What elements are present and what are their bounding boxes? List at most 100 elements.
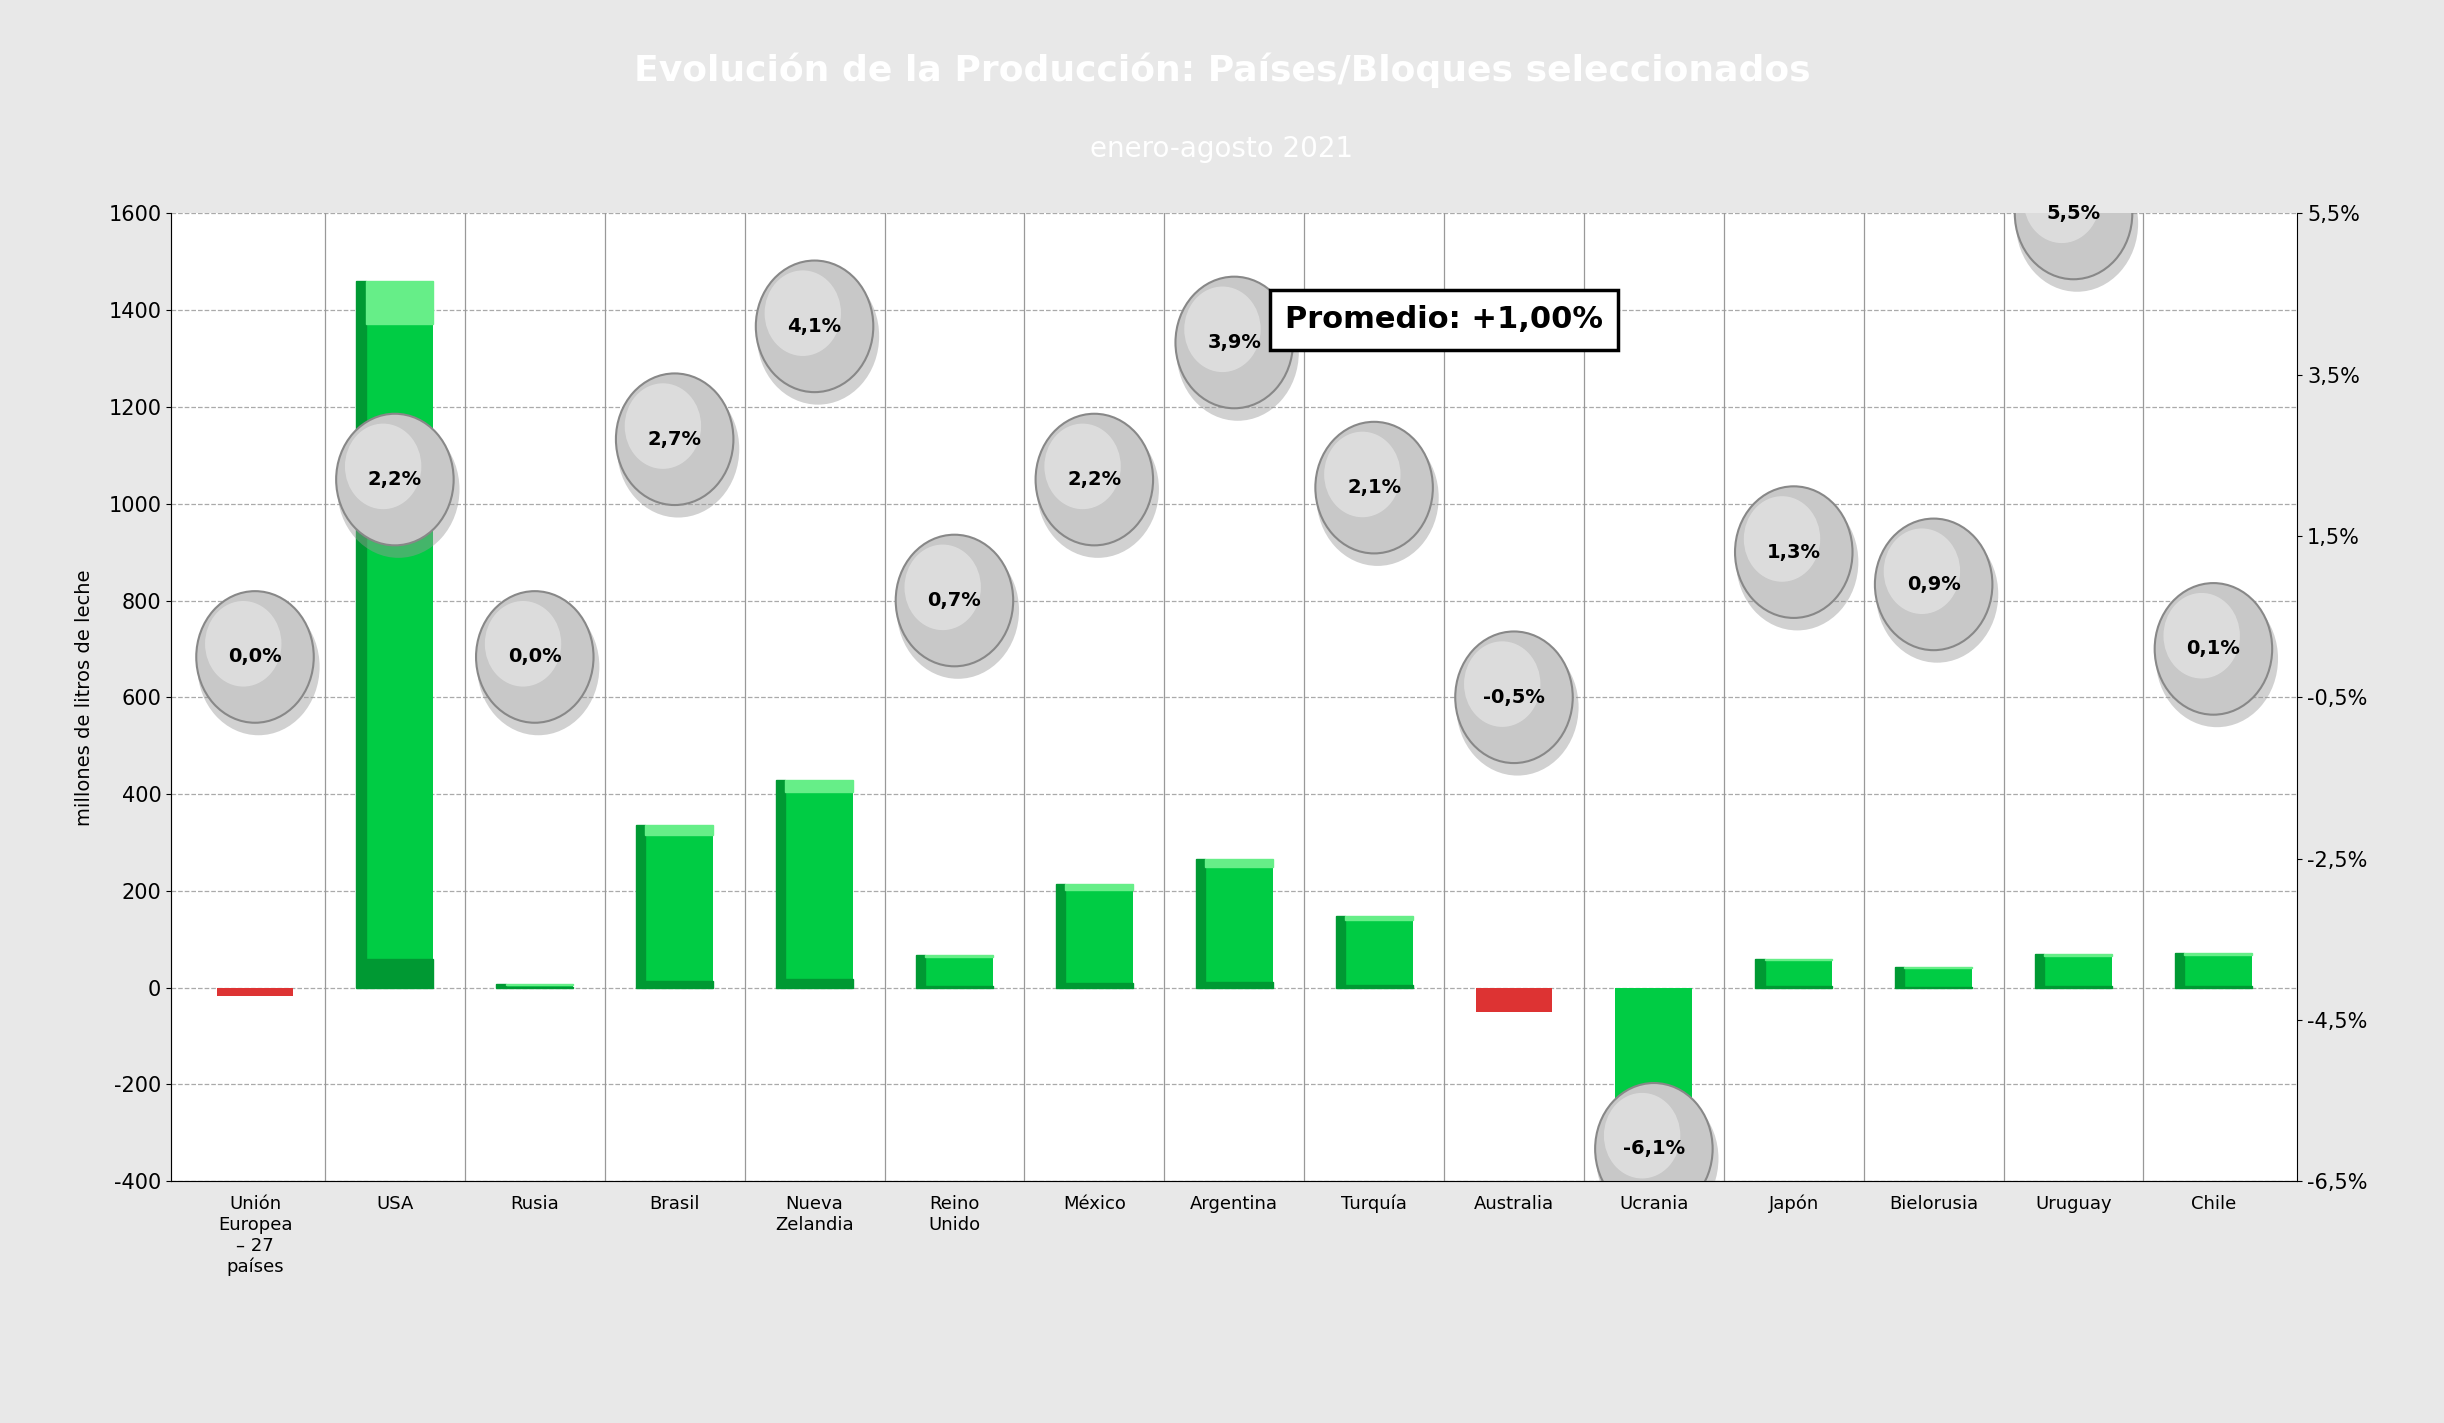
Bar [916,955,992,988]
Bar [1334,916,1413,988]
Text: -0,5%: -0,5% [1484,687,1545,707]
Bar [635,825,645,988]
Y-axis label: millones de litros de leche: millones de litros de leche [76,569,95,825]
Text: 3,9%: 3,9% [1207,333,1261,351]
Ellipse shape [1036,414,1154,545]
Bar [1066,983,1134,988]
Bar [1755,959,1833,988]
Bar [1056,884,1066,988]
Bar [2036,953,2112,988]
Bar [357,282,367,988]
Bar [2036,953,2043,988]
Bar [496,983,574,988]
Ellipse shape [1457,639,1579,776]
Ellipse shape [1317,430,1440,566]
Ellipse shape [1036,421,1158,558]
Bar [635,825,714,988]
Ellipse shape [345,424,420,509]
Ellipse shape [2163,593,2239,679]
Ellipse shape [2024,158,2099,243]
Text: Evolución de la Producción: Países/Bloques seleccionados: Evolución de la Producción: Países/Bloqu… [633,53,1811,88]
Ellipse shape [616,381,738,518]
Bar [1066,884,1134,889]
Bar [1765,959,1833,961]
Bar [1894,968,1904,988]
Ellipse shape [616,373,733,505]
Bar [785,979,853,988]
Bar [645,825,714,835]
Text: 2,7%: 2,7% [648,430,701,448]
Ellipse shape [626,383,701,468]
Bar [1195,859,1205,988]
Ellipse shape [895,535,1014,666]
Text: 0,9%: 0,9% [1906,575,1960,593]
Bar [1205,859,1273,867]
Ellipse shape [1596,1083,1713,1215]
Bar [2185,953,2251,955]
Bar [1894,968,1972,988]
Ellipse shape [1176,285,1298,421]
Ellipse shape [755,260,873,393]
Ellipse shape [337,414,455,545]
Text: 0,1%: 0,1% [2187,639,2241,659]
Ellipse shape [1176,276,1293,408]
Bar [777,780,853,988]
Bar [1755,959,1765,988]
Ellipse shape [196,591,313,723]
Ellipse shape [2156,583,2273,714]
Ellipse shape [1875,518,1992,650]
Ellipse shape [477,591,594,723]
Ellipse shape [1325,431,1400,517]
Bar [2043,953,2112,956]
Ellipse shape [477,599,599,736]
Bar [1334,916,1344,988]
Bar [1195,859,1273,988]
Ellipse shape [1464,642,1540,727]
Ellipse shape [1735,487,1853,618]
Text: -6,1%: -6,1% [1623,1140,1684,1158]
Bar [367,959,433,988]
Bar [496,983,506,988]
Text: 4,1%: 4,1% [787,317,841,336]
Bar [1344,916,1413,921]
Ellipse shape [198,599,320,736]
Bar [1615,988,1691,1147]
Text: 0,0%: 0,0% [508,647,562,666]
Ellipse shape [758,268,880,404]
Bar [357,282,433,988]
Ellipse shape [1454,632,1574,763]
Text: 5,5%: 5,5% [2046,203,2099,223]
Bar [2175,953,2185,988]
Ellipse shape [1884,528,1960,613]
Text: 0,0%: 0,0% [227,647,281,666]
Bar [785,780,853,793]
Text: enero-agosto 2021: enero-agosto 2021 [1090,135,1354,164]
Ellipse shape [897,542,1019,679]
Ellipse shape [484,601,562,686]
Ellipse shape [765,270,841,356]
Ellipse shape [2016,155,2138,292]
Bar [645,980,714,988]
Bar [367,282,433,323]
Ellipse shape [1745,497,1821,582]
Text: Promedio: +1,00%: Promedio: +1,00% [1286,306,1603,334]
Text: 2,2%: 2,2% [1068,470,1122,490]
Ellipse shape [1735,494,1857,630]
Ellipse shape [1315,421,1432,554]
Ellipse shape [337,421,459,558]
Ellipse shape [205,601,281,686]
Bar [926,955,992,956]
Text: 1,3%: 1,3% [1767,542,1821,562]
Bar [1476,988,1552,1012]
Bar [2175,953,2251,988]
Bar [1205,982,1273,988]
Ellipse shape [1603,1093,1681,1178]
Bar [1056,884,1134,988]
Ellipse shape [1877,527,1999,663]
Text: 2,2%: 2,2% [369,470,423,490]
Ellipse shape [1185,286,1261,371]
Ellipse shape [2156,591,2278,727]
Ellipse shape [904,545,980,630]
Ellipse shape [1044,424,1122,509]
Bar [1344,985,1413,988]
